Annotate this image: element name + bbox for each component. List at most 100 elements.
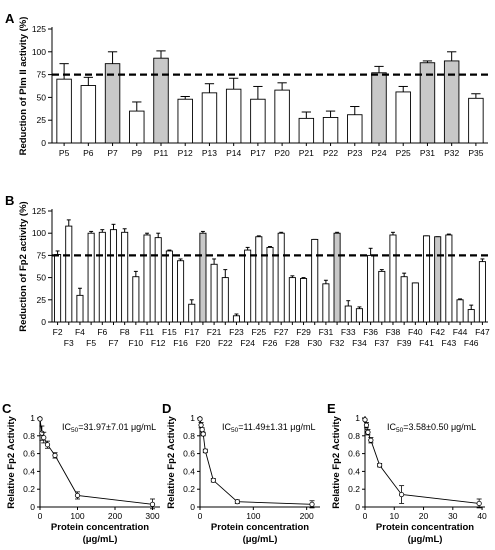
y-tick-label: 1 [190, 413, 195, 423]
panel-letter: E [327, 401, 336, 416]
bar [322, 117, 339, 144]
bar [300, 278, 308, 323]
bar [355, 308, 363, 323]
y-tick-label: 125 [32, 206, 46, 216]
y-tick-label: 0.2 [348, 484, 360, 494]
bar [221, 277, 229, 323]
data-point [377, 462, 383, 468]
category-label: F15 [162, 327, 177, 337]
x-tick-label: 30 [448, 511, 458, 521]
y-tick-label: 125 [32, 24, 46, 34]
bar [177, 98, 193, 144]
category-label: F2 [53, 327, 63, 337]
y-tick-label: 50 [37, 92, 47, 102]
bar [87, 232, 95, 323]
category-label: F30 [307, 338, 322, 348]
y-tick-label: 0.8 [348, 431, 360, 441]
data-point [368, 437, 374, 443]
bar [210, 263, 218, 323]
bar [456, 299, 464, 323]
category-label: F25 [251, 327, 266, 337]
category-label: F10 [129, 338, 144, 348]
y-tick-label: 0.8 [183, 431, 195, 441]
bar [400, 276, 408, 323]
bar [434, 236, 442, 323]
category-label: P11 [154, 148, 169, 158]
x-tick-label: 100 [246, 511, 260, 521]
y-tick-label: 50 [37, 273, 47, 283]
data-point [363, 422, 370, 428]
bar [378, 270, 386, 323]
bar [389, 234, 397, 323]
category-label: F28 [285, 338, 300, 348]
data-point [149, 501, 156, 507]
category-label: P9 [132, 148, 143, 158]
category-label: F27 [274, 327, 289, 337]
bar [250, 98, 266, 144]
x-tick-label: 0 [198, 511, 203, 521]
data-point [41, 434, 47, 441]
bar [80, 85, 97, 144]
bar [244, 249, 252, 323]
y-tick-label: 0.2 [183, 484, 195, 494]
bar [255, 236, 263, 323]
bar [154, 237, 162, 323]
y-tick-label: 0.8 [23, 431, 35, 441]
bar [344, 305, 352, 323]
category-label: F4 [75, 327, 85, 337]
x-tick-label: 300 [145, 511, 159, 521]
bar [76, 294, 84, 323]
x-axis-label-unit: (μg/mL) [243, 534, 278, 545]
category-label: F20 [196, 338, 211, 348]
category-label: F37 [374, 338, 389, 348]
category-label: F43 [442, 338, 457, 348]
panel-letter: B [5, 193, 14, 208]
y-tick-label: 0 [30, 502, 35, 512]
category-label: P13 [202, 148, 217, 158]
bar [109, 229, 118, 323]
y-tick-label: 0.6 [183, 449, 195, 459]
bar [467, 309, 475, 323]
bar [277, 232, 285, 323]
category-label: P7 [107, 148, 118, 158]
category-label: P31 [420, 148, 435, 158]
x-tick-label: 100 [70, 511, 84, 521]
category-label: F3 [64, 338, 74, 348]
category-label: F7 [109, 338, 119, 348]
x-axis-label: Protein concentration [211, 522, 309, 533]
category-label: F21 [207, 327, 222, 337]
data-point [52, 452, 58, 458]
x-axis-label: Protein concentration [376, 522, 474, 533]
data-point [234, 499, 240, 505]
bar [322, 283, 330, 323]
bar [311, 238, 319, 323]
category-label: F46 [464, 338, 479, 348]
x-tick-label: 200 [108, 511, 122, 521]
x-tick-label: 0 [363, 511, 368, 521]
category-label: P22 [323, 148, 338, 158]
category-label: P5 [59, 148, 70, 158]
category-label: F39 [397, 338, 412, 348]
bar [132, 276, 140, 323]
panel-letter: D [162, 401, 171, 416]
category-label: P21 [299, 148, 314, 158]
x-tick-label: 10 [390, 511, 400, 521]
bar [443, 60, 460, 144]
category-label: F29 [296, 327, 311, 337]
ic50-annotation: IC50=31.97±7.01 μg/mL [62, 422, 156, 434]
category-label: F31 [319, 327, 334, 337]
data-point [309, 501, 315, 507]
bar [165, 250, 173, 323]
y-tick-label: 0.2 [23, 484, 35, 494]
bar [422, 235, 431, 323]
data-point [74, 492, 81, 499]
y-tick-label: 1 [355, 413, 360, 423]
bar [371, 72, 387, 144]
y-tick-label: 0 [41, 138, 46, 148]
bar [56, 78, 72, 144]
data-point [198, 422, 204, 428]
ic50-annotation: IC50=11.49±1.31 μg/mL [222, 422, 316, 434]
